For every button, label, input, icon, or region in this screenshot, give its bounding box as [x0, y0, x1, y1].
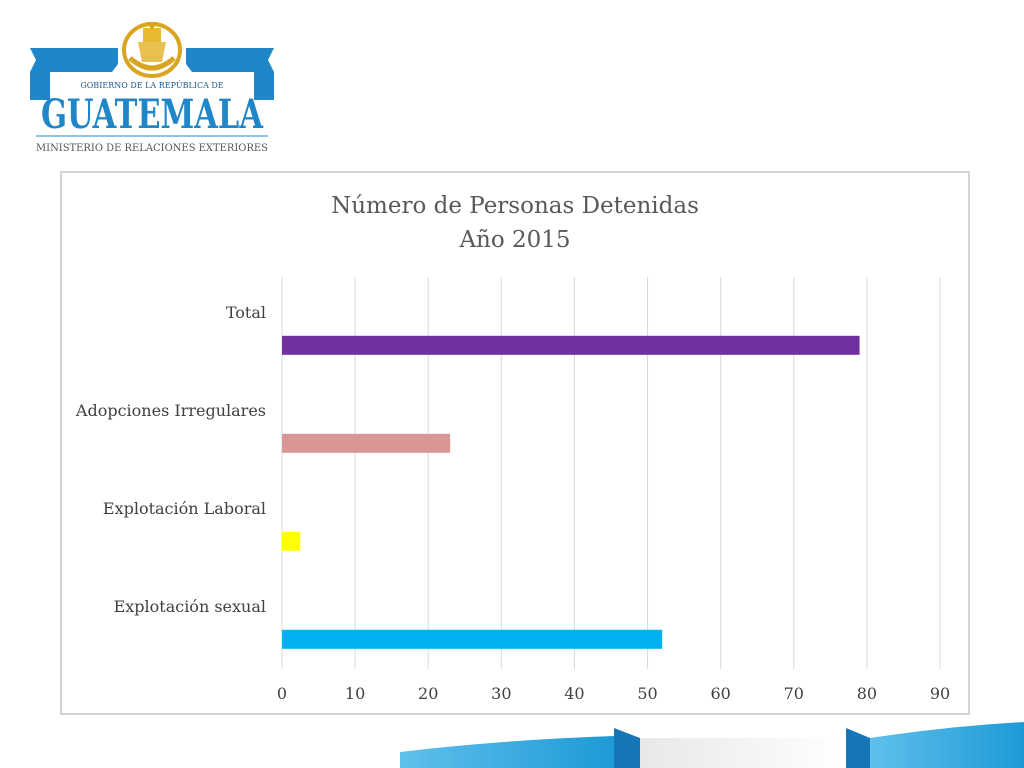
category-label: Explotación Laboral [103, 499, 266, 518]
footer-ribbon-middle [640, 738, 846, 768]
x-tick-label: 20 [418, 684, 438, 703]
bar-explotaci-n-sexual [282, 629, 663, 649]
bar-adopciones-irregulares [282, 433, 451, 453]
footer-ribbon-right [870, 722, 1024, 768]
left-ribbon-shape [30, 48, 118, 72]
x-tick-label: 50 [637, 684, 657, 703]
footer-ribbon-left [400, 736, 614, 768]
gridlines [281, 277, 941, 669]
x-tick-label: 40 [564, 684, 584, 703]
category-label: Adopciones Irregulares [75, 401, 266, 420]
category-labels: Total Adopciones Irregulares Explotación L… [75, 303, 266, 616]
right-ribbon-tail [254, 72, 274, 100]
x-tick-label: 80 [857, 684, 877, 703]
logo-line-2: GUATEMALA [41, 91, 264, 138]
right-ribbon-shape [186, 48, 274, 72]
x-tick-label: 0 [277, 684, 287, 703]
bar-chart: Número de Personas Detenidas Año 2015 To… [75, 193, 950, 703]
x-tick-label: 10 [345, 684, 365, 703]
left-ribbon-tail [30, 72, 50, 100]
x-tick-label: 70 [784, 684, 804, 703]
footer-fold-left [614, 728, 640, 768]
category-label: Explotación sexual [114, 597, 266, 616]
bars [282, 335, 860, 649]
chart-subtitle: Año 2015 [458, 227, 570, 253]
chart-title: Número de Personas Detenidas [331, 193, 699, 219]
footer-fold-right [846, 728, 870, 768]
x-axis-ticks: 0 10 20 30 40 50 60 70 80 90 [277, 684, 950, 703]
guatemala-ministry-logo: GOBIERNO DE LA REPÚBLICA DE GUATEMALA MI… [30, 22, 274, 154]
chart-frame: Número de Personas Detenidas Año 2015 To… [60, 171, 970, 715]
logo-line-3: MINISTERIO DE RELACIONES EXTERIORES [36, 143, 268, 154]
category-label: Total [226, 303, 266, 322]
x-tick-label: 60 [710, 684, 730, 703]
bar-total [282, 335, 860, 355]
bar-explotaci-n-laboral [282, 531, 301, 551]
logo-line-1: GOBIERNO DE LA REPÚBLICA DE [80, 81, 223, 90]
footer-decoration [400, 722, 1024, 768]
x-tick-label: 30 [491, 684, 511, 703]
x-tick-label: 90 [930, 684, 950, 703]
coat-of-arms-icon [122, 22, 182, 78]
